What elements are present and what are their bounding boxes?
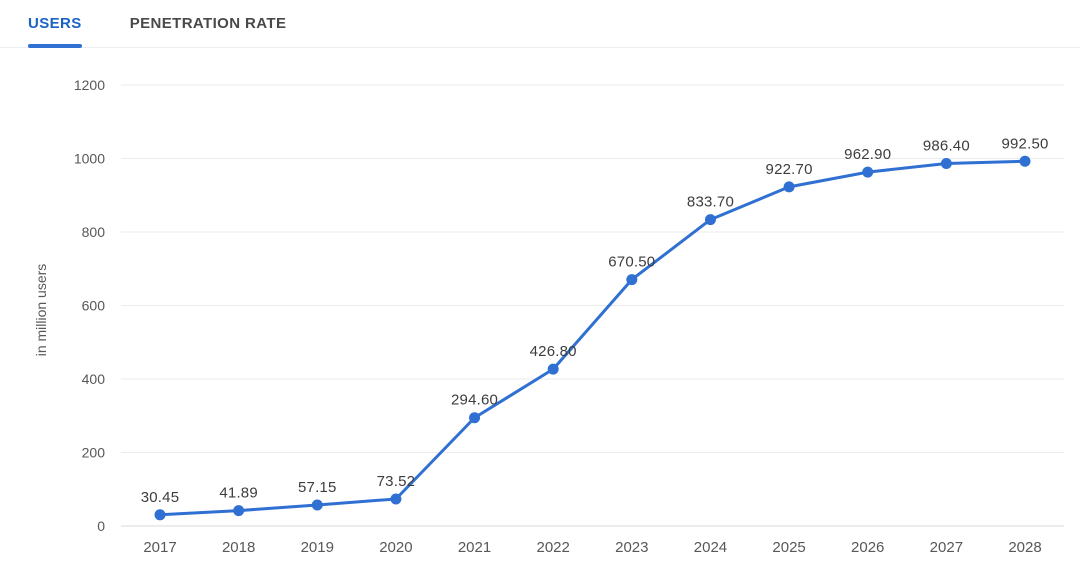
x-tick-label: 2026 bbox=[851, 539, 884, 556]
data-point[interactable] bbox=[862, 166, 874, 178]
tab-penetration-rate[interactable]: PENETRATION RATE bbox=[130, 0, 287, 47]
tab-bar: USERS PENETRATION RATE bbox=[0, 0, 1080, 48]
y-tick-label: 400 bbox=[82, 371, 106, 387]
data-point[interactable] bbox=[390, 493, 402, 505]
x-tick-label: 2027 bbox=[930, 539, 963, 556]
data-point[interactable] bbox=[783, 181, 795, 193]
data-label: 670.50 bbox=[608, 254, 655, 271]
chart-canvas: 0 200 400 600 800 1000 1200 in million users 201… bbox=[33, 77, 1064, 556]
line-series bbox=[158, 159, 1027, 517]
users-line-chart: 0 200 400 600 800 1000 1200 in million users 201… bbox=[0, 48, 1080, 574]
x-tick-label: 2020 bbox=[379, 539, 412, 556]
x-tick-label: 2025 bbox=[772, 539, 805, 556]
data-label: 57.15 bbox=[298, 479, 337, 496]
x-tick-label: 2017 bbox=[143, 539, 176, 556]
data-label: 922.70 bbox=[766, 161, 813, 178]
data-point[interactable] bbox=[311, 499, 323, 511]
x-tick-label: 2018 bbox=[222, 539, 255, 556]
tab-penetration-rate-label: PENETRATION RATE bbox=[129, 15, 287, 32]
data-label: 30.45 bbox=[141, 489, 180, 506]
data-label: 962.90 bbox=[844, 146, 891, 163]
y-tick-label: 200 bbox=[82, 445, 106, 461]
data-point[interactable] bbox=[940, 157, 952, 169]
x-tick-label: 2023 bbox=[615, 539, 648, 556]
x-tick-label: 2022 bbox=[536, 539, 569, 556]
data-label: 426.80 bbox=[530, 343, 577, 360]
x-tick-label: 2024 bbox=[694, 539, 727, 556]
y-tick-label: 0 bbox=[97, 518, 105, 534]
y-tick-label: 1000 bbox=[74, 151, 105, 167]
data-label: 833.70 bbox=[687, 194, 734, 211]
data-label: 986.40 bbox=[923, 137, 970, 154]
y-tick-label: 1200 bbox=[74, 77, 105, 93]
data-point[interactable] bbox=[469, 412, 481, 424]
y-tick-label: 800 bbox=[82, 224, 106, 240]
tab-users-label: USERS bbox=[28, 15, 82, 32]
active-tab-underline bbox=[28, 44, 82, 48]
data-label: 41.89 bbox=[219, 485, 258, 502]
data-point[interactable] bbox=[547, 363, 559, 375]
data-point[interactable] bbox=[704, 214, 716, 226]
tab-users[interactable]: USERS bbox=[28, 0, 82, 48]
data-point[interactable] bbox=[626, 274, 638, 286]
data-label: 294.60 bbox=[451, 392, 498, 409]
y-tick-label: 600 bbox=[82, 298, 106, 314]
x-tick-label: 2019 bbox=[301, 539, 334, 556]
x-tick-label: 2028 bbox=[1008, 539, 1041, 556]
x-tick-label: 2021 bbox=[458, 539, 491, 556]
data-label: 73.52 bbox=[377, 473, 416, 490]
y-axis-title: in million users bbox=[33, 264, 49, 357]
data-point[interactable] bbox=[1019, 155, 1031, 167]
data-label: 992.50 bbox=[1001, 135, 1048, 152]
data-point[interactable] bbox=[154, 509, 166, 521]
data-point[interactable] bbox=[233, 505, 245, 517]
